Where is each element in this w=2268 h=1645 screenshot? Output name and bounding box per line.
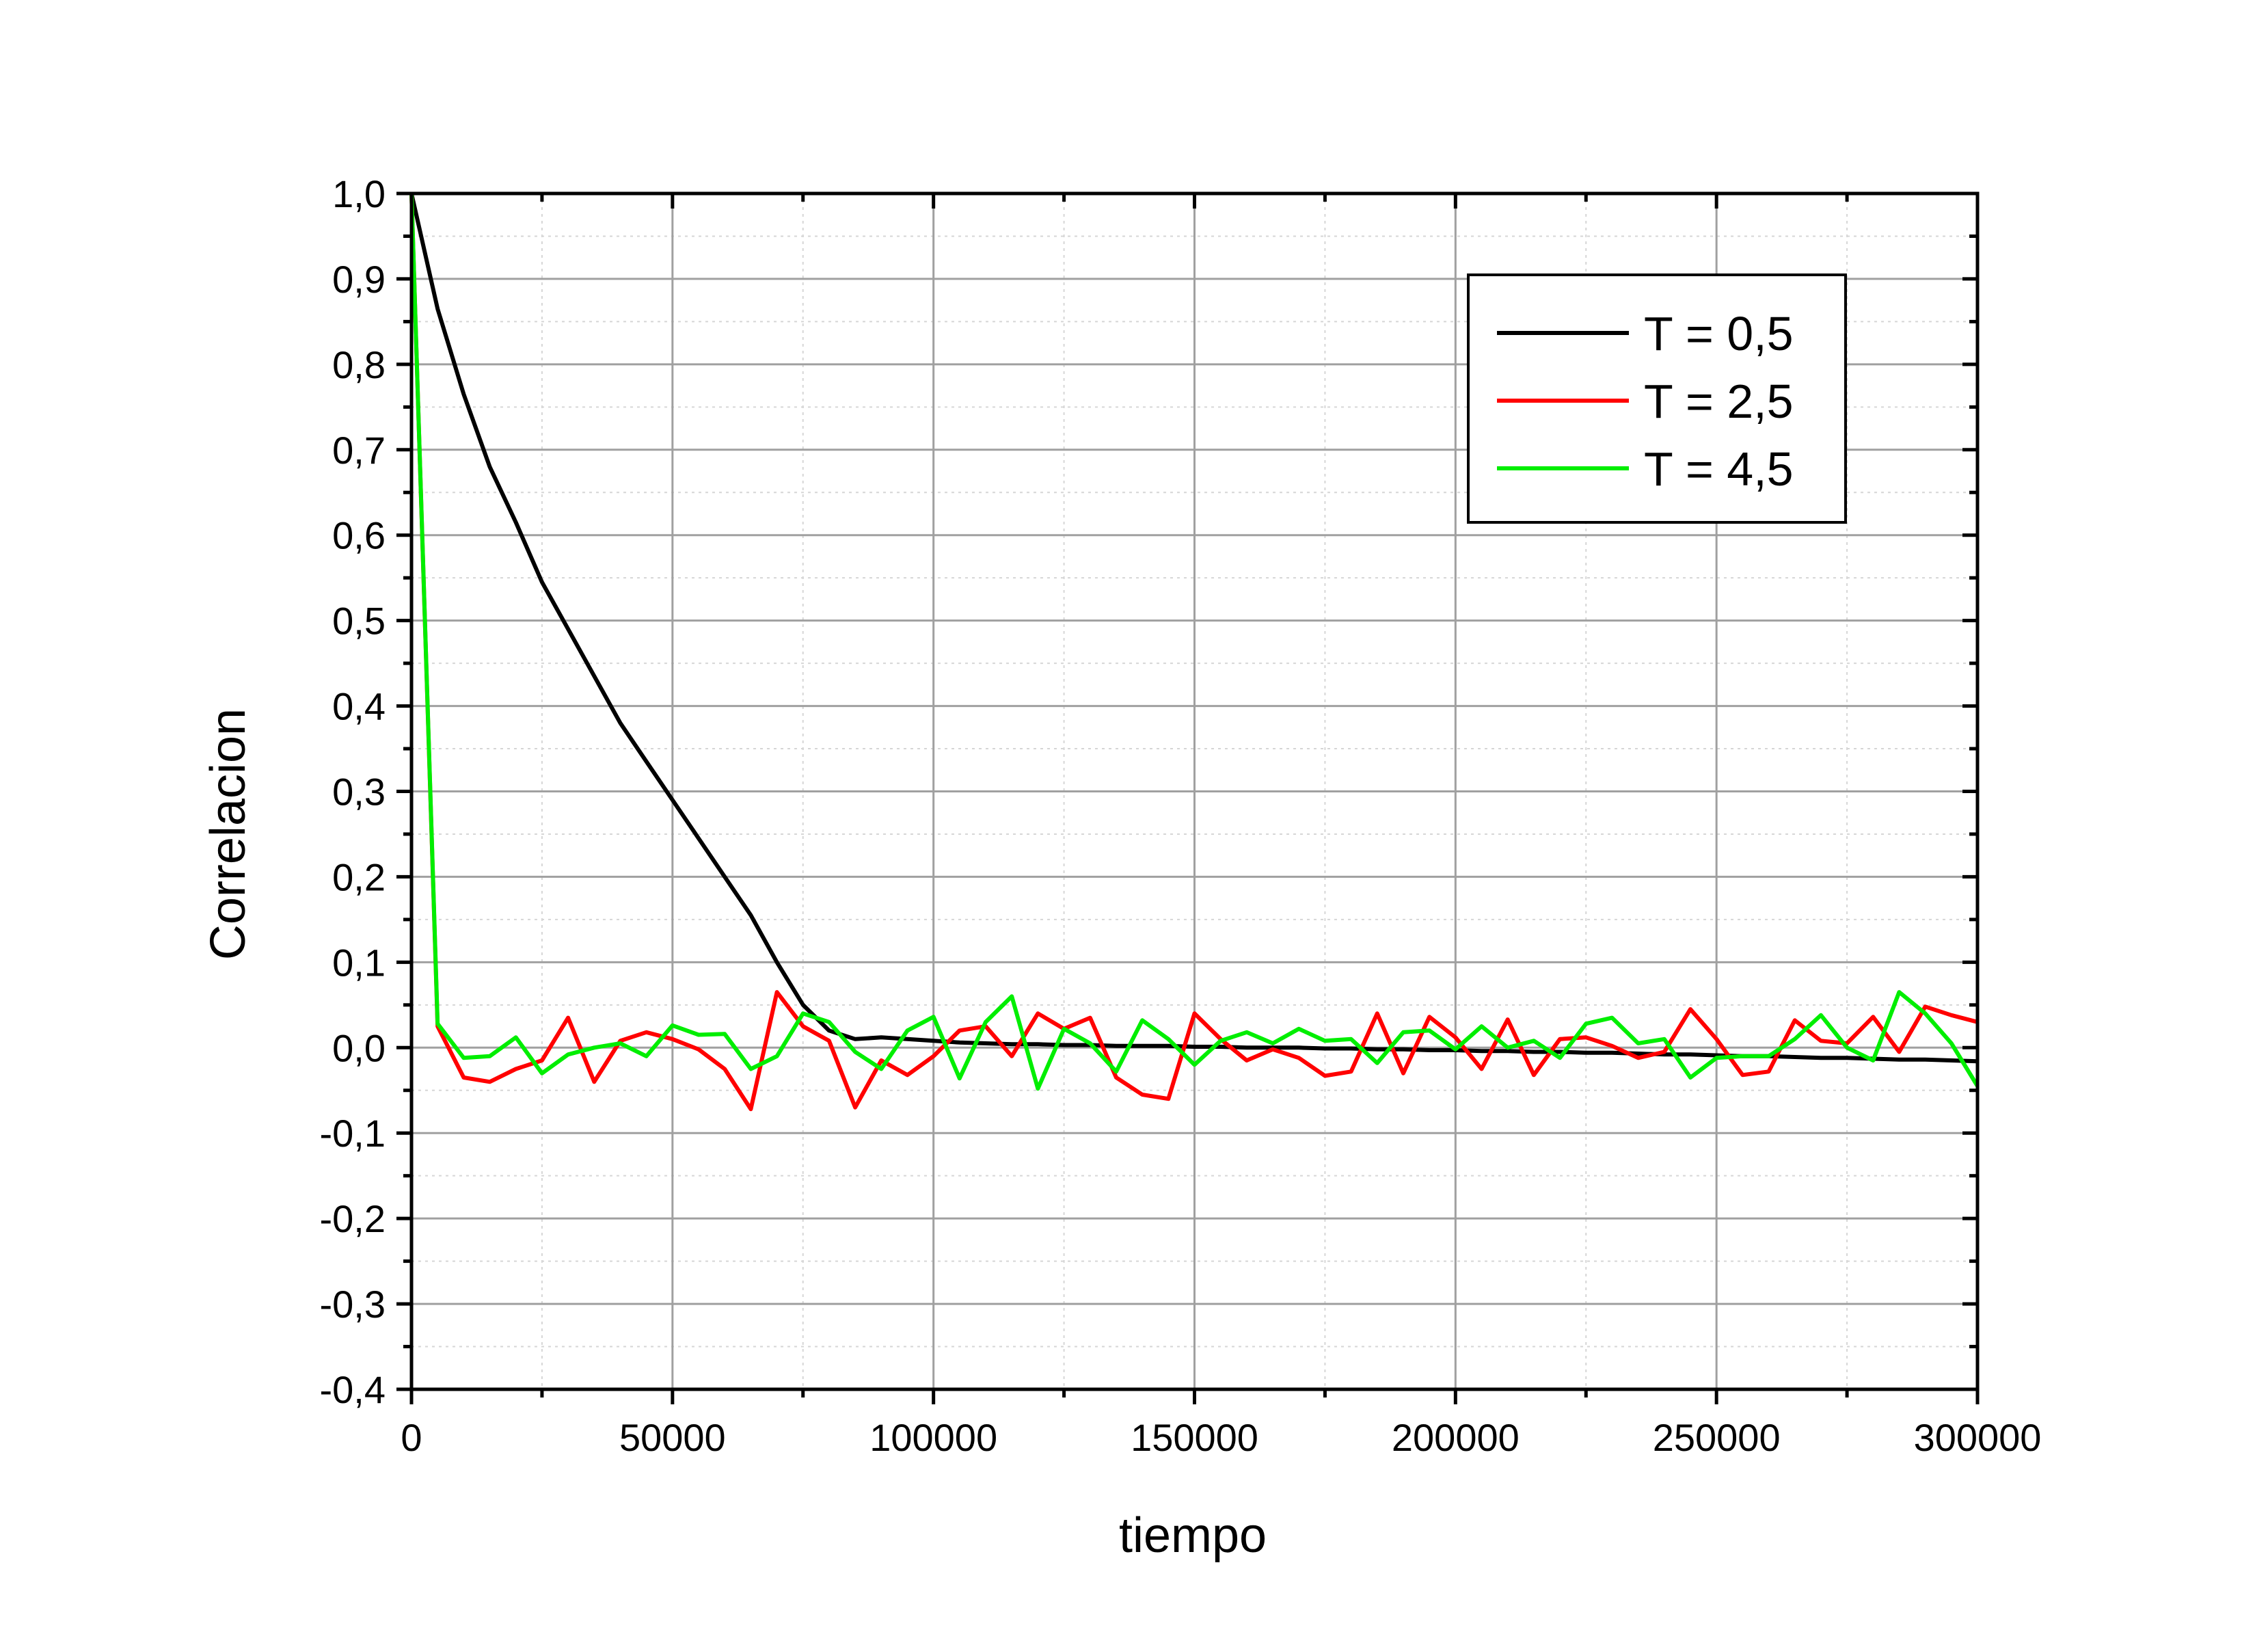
legend-label-3: T = 4,5 [1644, 442, 1794, 496]
y-tick-label: 0,3 [332, 771, 386, 814]
y-tick-labels: 1,0 0,9 0,8 0,7 0,6 0,5 0,4 0,3 0,2 0,1 0,0 -0,1 -0,… [320, 172, 386, 1411]
y-tick-label: 0,9 [332, 258, 386, 301]
x-tick-labels: 0 50000 100000 150000 200000 250000 300000 [401, 1416, 2041, 1459]
x-tick-label: 50000 [619, 1416, 726, 1459]
y-tick-label: 0,2 [332, 855, 386, 898]
series-line-2 [409, 193, 1978, 1112]
x-tick-label: 0 [401, 1416, 422, 1459]
y-tick-label: 0,8 [332, 343, 386, 386]
y-tick-label: -0,4 [320, 1368, 386, 1411]
x-axis-title: tiempo [1119, 1508, 1267, 1563]
series-layer [409, 193, 1980, 1112]
x-tick-label: 250000 [1653, 1416, 1781, 1459]
y-tick-label: -0,1 [320, 1112, 386, 1155]
legend-label-2: T = 2,5 [1644, 375, 1794, 428]
legend-label-1: T = 0,5 [1644, 307, 1794, 360]
series-line-1 [409, 193, 1978, 1064]
y-tick-label: 0,0 [332, 1026, 386, 1069]
y-tick-label: 0,1 [332, 941, 386, 984]
y-tick-label: 1,0 [332, 172, 386, 215]
x-tick-label: 200000 [1392, 1416, 1520, 1459]
y-axis-title: Correlacion [201, 708, 256, 960]
x-tick-label: 100000 [869, 1416, 997, 1459]
series-line-3 [409, 193, 1980, 1091]
x-tick-label: 300000 [1914, 1416, 2042, 1459]
legend: T = 0,5 T = 2,5 T = 4,5 [1467, 273, 1847, 524]
y-tick-label: 0,6 [332, 514, 386, 557]
y-tick-label: 0,4 [332, 685, 386, 728]
x-tick-label: 150000 [1131, 1416, 1258, 1459]
y-tick-label: -0,3 [320, 1283, 386, 1326]
y-tick-label: 0,5 [332, 600, 386, 643]
y-tick-label: -0,2 [320, 1197, 386, 1240]
y-tick-label: 0,7 [332, 429, 386, 472]
ticks-layer [396, 191, 1980, 1404]
